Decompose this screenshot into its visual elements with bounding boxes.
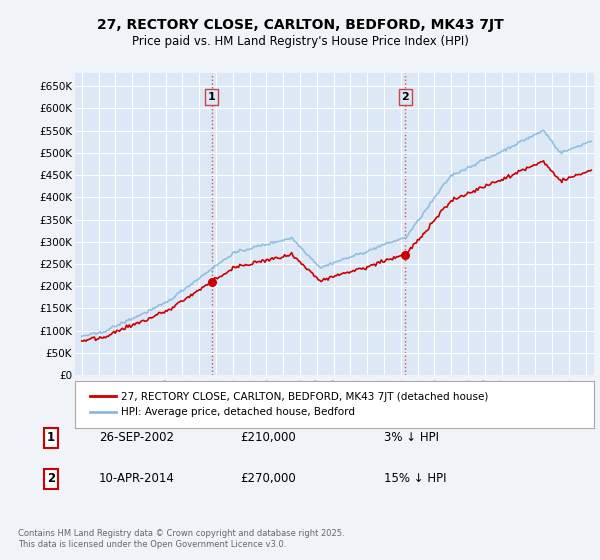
- Text: 27, RECTORY CLOSE, CARLTON, BEDFORD, MK43 7JT: 27, RECTORY CLOSE, CARLTON, BEDFORD, MK4…: [97, 18, 503, 32]
- Text: £210,000: £210,000: [240, 431, 296, 445]
- Text: 2: 2: [401, 92, 409, 102]
- Text: £270,000: £270,000: [240, 472, 296, 486]
- Legend: 27, RECTORY CLOSE, CARLTON, BEDFORD, MK43 7JT (detached house), HPI: Average pri: 27, RECTORY CLOSE, CARLTON, BEDFORD, MK4…: [85, 388, 493, 421]
- Text: 2: 2: [47, 472, 55, 486]
- Text: 3% ↓ HPI: 3% ↓ HPI: [384, 431, 439, 445]
- Text: 1: 1: [208, 92, 215, 102]
- Text: 15% ↓ HPI: 15% ↓ HPI: [384, 472, 446, 486]
- Text: 26-SEP-2002: 26-SEP-2002: [99, 431, 174, 445]
- Text: Contains HM Land Registry data © Crown copyright and database right 2025.
This d: Contains HM Land Registry data © Crown c…: [18, 529, 344, 549]
- Text: 10-APR-2014: 10-APR-2014: [99, 472, 175, 486]
- Text: Price paid vs. HM Land Registry's House Price Index (HPI): Price paid vs. HM Land Registry's House …: [131, 35, 469, 49]
- Text: 1: 1: [47, 431, 55, 445]
